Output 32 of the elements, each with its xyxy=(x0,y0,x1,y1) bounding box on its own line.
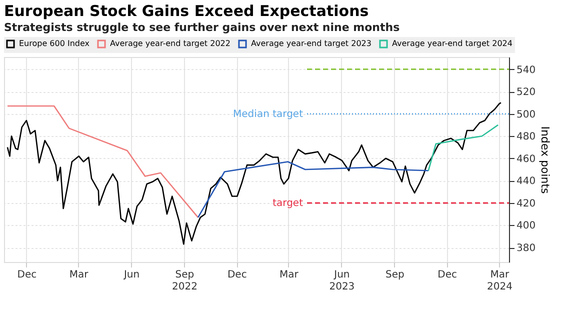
y-tick-label: 500 xyxy=(516,109,536,120)
legend-label: Average year-end target 2022 xyxy=(110,38,230,48)
chart-title: European Stock Gains Exceed Expectations xyxy=(4,2,369,20)
y-tick-label: 540 xyxy=(516,64,536,76)
x-tick-label: Mar 2024 xyxy=(486,270,512,292)
line-series xyxy=(6,102,502,245)
y-axis-title: Index points xyxy=(538,126,552,194)
x-tick-label: Jun xyxy=(122,270,140,280)
x-tick-label: Sep xyxy=(385,270,404,280)
y-tick-label: 480 xyxy=(516,132,536,143)
x-tick-label: Jun 2023 xyxy=(329,270,355,292)
x-tick-label: Dec xyxy=(438,270,457,280)
x-tick-label: Dec xyxy=(17,270,37,280)
x-tick-label: Mar xyxy=(280,270,300,280)
legend-label: Average year-end target 2023 xyxy=(251,38,372,48)
x-tick-label: Mar xyxy=(69,270,90,280)
ref-line-label: Median target xyxy=(233,108,304,120)
line-series xyxy=(428,124,499,172)
x-tick-label: Dec xyxy=(227,270,247,280)
y-tick-label: 440 xyxy=(516,176,536,188)
y-tick-label: 520 xyxy=(516,87,536,98)
x-tick-label: Sep 2022 xyxy=(172,270,198,292)
y-tick-label: 420 xyxy=(516,198,536,210)
ref-line-label: target xyxy=(272,198,304,209)
line-series xyxy=(197,161,430,218)
y-tick-label: 380 xyxy=(516,243,536,254)
y-tick-label: 400 xyxy=(516,220,536,232)
legend-label: Europe 600 Index xyxy=(19,38,90,48)
legend-label: Average year-end target 2024 xyxy=(392,38,512,48)
chart-subtitle: Strategists struggle to see further gains over next nine months xyxy=(4,21,400,34)
y-tick-label: 460 xyxy=(516,154,536,165)
line-series xyxy=(6,105,199,218)
